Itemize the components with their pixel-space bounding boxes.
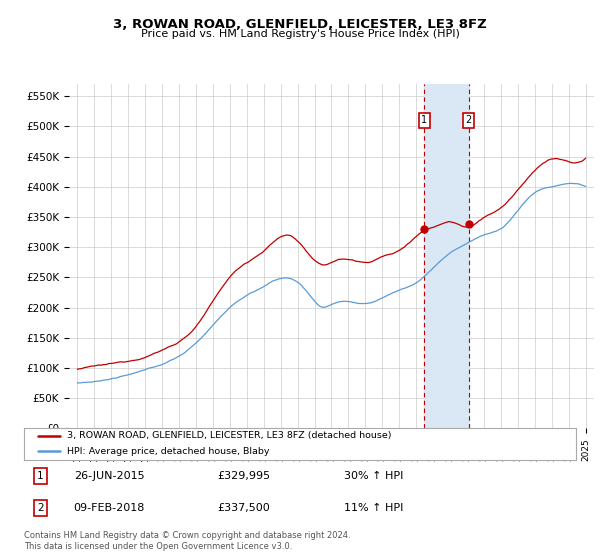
Text: 1: 1: [421, 115, 428, 125]
Text: HPI: Average price, detached house, Blaby: HPI: Average price, detached house, Blab…: [67, 447, 269, 456]
Text: 2: 2: [37, 503, 44, 514]
Text: 2: 2: [466, 115, 472, 125]
Text: This data is licensed under the Open Government Licence v3.0.: This data is licensed under the Open Gov…: [24, 542, 292, 551]
Text: 3, ROWAN ROAD, GLENFIELD, LEICESTER, LE3 8FZ: 3, ROWAN ROAD, GLENFIELD, LEICESTER, LE3…: [113, 18, 487, 31]
Text: £337,500: £337,500: [217, 503, 270, 514]
Text: 30% ↑ HPI: 30% ↑ HPI: [344, 472, 404, 482]
Text: Price paid vs. HM Land Registry's House Price Index (HPI): Price paid vs. HM Land Registry's House …: [140, 29, 460, 39]
Text: 09-FEB-2018: 09-FEB-2018: [74, 503, 145, 514]
Text: 1: 1: [37, 472, 44, 482]
Bar: [424, 84, 469, 428]
Text: Contains HM Land Registry data © Crown copyright and database right 2024.: Contains HM Land Registry data © Crown c…: [24, 531, 350, 540]
Text: 3, ROWAN ROAD, GLENFIELD, LEICESTER, LE3 8FZ (detached house): 3, ROWAN ROAD, GLENFIELD, LEICESTER, LE3…: [67, 431, 392, 441]
Text: £329,995: £329,995: [217, 472, 271, 482]
Text: 26-JUN-2015: 26-JUN-2015: [74, 472, 145, 482]
Text: 11% ↑ HPI: 11% ↑ HPI: [344, 503, 404, 514]
